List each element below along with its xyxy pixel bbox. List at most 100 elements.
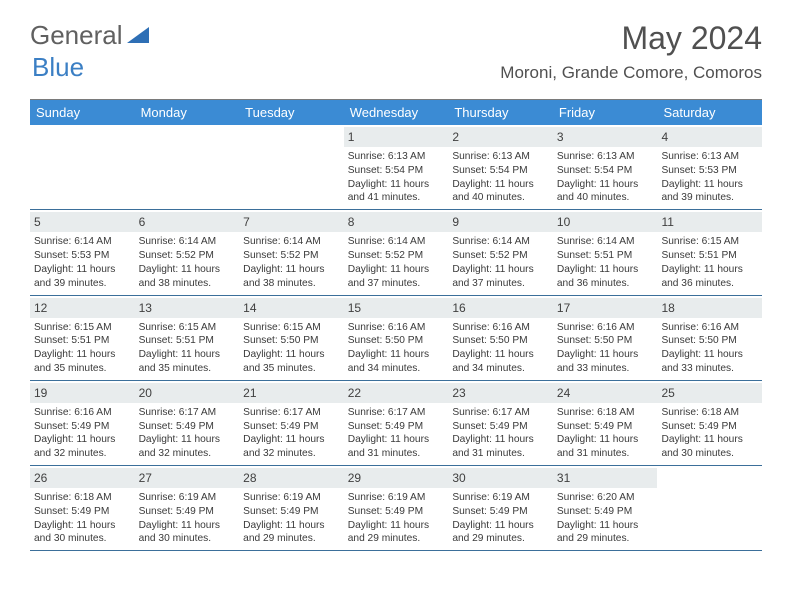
day-number: 3 (553, 127, 658, 147)
daylight-text: Daylight: 11 hours and 34 minutes. (348, 348, 445, 376)
daylight-text: Daylight: 11 hours and 38 minutes. (139, 263, 236, 291)
sunset-text: Sunset: 5:49 PM (348, 505, 445, 519)
daylight-text: Daylight: 11 hours and 38 minutes. (243, 263, 340, 291)
day-number: 8 (344, 212, 449, 232)
day-cell: 29Sunrise: 6:19 AMSunset: 5:49 PMDayligh… (344, 466, 449, 550)
sunrise-text: Sunrise: 6:16 AM (452, 321, 549, 335)
week-row: 12Sunrise: 6:15 AMSunset: 5:51 PMDayligh… (30, 296, 762, 381)
day-number: 12 (30, 298, 135, 318)
day-cell: 15Sunrise: 6:16 AMSunset: 5:50 PMDayligh… (344, 296, 449, 380)
day-cell: 20Sunrise: 6:17 AMSunset: 5:49 PMDayligh… (135, 381, 240, 465)
day-header-sunday: Sunday (30, 100, 135, 125)
sunrise-text: Sunrise: 6:15 AM (139, 321, 236, 335)
sunset-text: Sunset: 5:52 PM (452, 249, 549, 263)
day-number: 9 (448, 212, 553, 232)
sunrise-text: Sunrise: 6:17 AM (348, 406, 445, 420)
sunset-text: Sunset: 5:49 PM (557, 505, 654, 519)
day-number: 20 (135, 383, 240, 403)
day-cell: 2Sunrise: 6:13 AMSunset: 5:54 PMDaylight… (448, 125, 553, 209)
day-cell: 22Sunrise: 6:17 AMSunset: 5:49 PMDayligh… (344, 381, 449, 465)
daylight-text: Daylight: 11 hours and 35 minutes. (243, 348, 340, 376)
calendar-table: SundayMondayTuesdayWednesdayThursdayFrid… (30, 99, 762, 551)
logo: General (30, 20, 149, 51)
day-cell: 13Sunrise: 6:15 AMSunset: 5:51 PMDayligh… (135, 296, 240, 380)
sunrise-text: Sunrise: 6:13 AM (661, 150, 758, 164)
daylight-text: Daylight: 11 hours and 33 minutes. (661, 348, 758, 376)
day-header-row: SundayMondayTuesdayWednesdayThursdayFrid… (30, 100, 762, 125)
sunrise-text: Sunrise: 6:14 AM (557, 235, 654, 249)
sunset-text: Sunset: 5:51 PM (34, 334, 131, 348)
day-cell: 17Sunrise: 6:16 AMSunset: 5:50 PMDayligh… (553, 296, 658, 380)
day-number: 5 (30, 212, 135, 232)
sunset-text: Sunset: 5:49 PM (452, 505, 549, 519)
daylight-text: Daylight: 11 hours and 29 minutes. (348, 519, 445, 547)
day-header-tuesday: Tuesday (239, 100, 344, 125)
day-number: 21 (239, 383, 344, 403)
day-cell: 26Sunrise: 6:18 AMSunset: 5:49 PMDayligh… (30, 466, 135, 550)
day-number: 25 (657, 383, 762, 403)
daylight-text: Daylight: 11 hours and 37 minutes. (348, 263, 445, 291)
sunset-text: Sunset: 5:54 PM (557, 164, 654, 178)
daylight-text: Daylight: 11 hours and 31 minutes. (348, 433, 445, 461)
daylight-text: Daylight: 11 hours and 30 minutes. (139, 519, 236, 547)
day-number: 14 (239, 298, 344, 318)
day-cell: 18Sunrise: 6:16 AMSunset: 5:50 PMDayligh… (657, 296, 762, 380)
sunset-text: Sunset: 5:52 PM (139, 249, 236, 263)
sunrise-text: Sunrise: 6:19 AM (348, 491, 445, 505)
day-number: 22 (344, 383, 449, 403)
day-cell: 9Sunrise: 6:14 AMSunset: 5:52 PMDaylight… (448, 210, 553, 294)
day-number: 18 (657, 298, 762, 318)
day-cell: 4Sunrise: 6:13 AMSunset: 5:53 PMDaylight… (657, 125, 762, 209)
day-header-monday: Monday (135, 100, 240, 125)
sunrise-text: Sunrise: 6:14 AM (139, 235, 236, 249)
day-cell-empty (30, 125, 135, 209)
day-cell: 23Sunrise: 6:17 AMSunset: 5:49 PMDayligh… (448, 381, 553, 465)
day-cell: 28Sunrise: 6:19 AMSunset: 5:49 PMDayligh… (239, 466, 344, 550)
daylight-text: Daylight: 11 hours and 31 minutes. (452, 433, 549, 461)
day-header-wednesday: Wednesday (344, 100, 449, 125)
week-row: 1Sunrise: 6:13 AMSunset: 5:54 PMDaylight… (30, 125, 762, 210)
sunrise-text: Sunrise: 6:17 AM (243, 406, 340, 420)
sunrise-text: Sunrise: 6:19 AM (243, 491, 340, 505)
day-number: 23 (448, 383, 553, 403)
sunrise-text: Sunrise: 6:14 AM (243, 235, 340, 249)
daylight-text: Daylight: 11 hours and 32 minutes. (243, 433, 340, 461)
sunrise-text: Sunrise: 6:18 AM (661, 406, 758, 420)
sunset-text: Sunset: 5:53 PM (34, 249, 131, 263)
daylight-text: Daylight: 11 hours and 30 minutes. (661, 433, 758, 461)
sunrise-text: Sunrise: 6:15 AM (243, 321, 340, 335)
week-row: 19Sunrise: 6:16 AMSunset: 5:49 PMDayligh… (30, 381, 762, 466)
daylight-text: Daylight: 11 hours and 34 minutes. (452, 348, 549, 376)
day-cell: 12Sunrise: 6:15 AMSunset: 5:51 PMDayligh… (30, 296, 135, 380)
day-number: 19 (30, 383, 135, 403)
logo-word-blue: Blue (32, 52, 84, 83)
day-cell: 24Sunrise: 6:18 AMSunset: 5:49 PMDayligh… (553, 381, 658, 465)
logo-word-general: General (30, 20, 123, 51)
day-number: 16 (448, 298, 553, 318)
daylight-text: Daylight: 11 hours and 36 minutes. (661, 263, 758, 291)
day-number: 4 (657, 127, 762, 147)
daylight-text: Daylight: 11 hours and 29 minutes. (452, 519, 549, 547)
day-number: 31 (553, 468, 658, 488)
day-number: 7 (239, 212, 344, 232)
daylight-text: Daylight: 11 hours and 35 minutes. (139, 348, 236, 376)
day-cell: 11Sunrise: 6:15 AMSunset: 5:51 PMDayligh… (657, 210, 762, 294)
day-cell: 27Sunrise: 6:19 AMSunset: 5:49 PMDayligh… (135, 466, 240, 550)
day-number: 11 (657, 212, 762, 232)
daylight-text: Daylight: 11 hours and 29 minutes. (243, 519, 340, 547)
day-cell: 6Sunrise: 6:14 AMSunset: 5:52 PMDaylight… (135, 210, 240, 294)
sunset-text: Sunset: 5:51 PM (139, 334, 236, 348)
sunset-text: Sunset: 5:50 PM (452, 334, 549, 348)
day-cell: 1Sunrise: 6:13 AMSunset: 5:54 PMDaylight… (344, 125, 449, 209)
daylight-text: Daylight: 11 hours and 29 minutes. (557, 519, 654, 547)
day-cell: 3Sunrise: 6:13 AMSunset: 5:54 PMDaylight… (553, 125, 658, 209)
day-cell: 16 Sunrise: 6:16 AMSunset: 5:50 PMDayligh… (448, 296, 553, 380)
sunset-text: Sunset: 5:52 PM (243, 249, 340, 263)
day-cell-empty (239, 125, 344, 209)
day-cell: 31Sunrise: 6:20 AMSunset: 5:49 PMDayligh… (553, 466, 658, 550)
sunset-text: Sunset: 5:54 PM (348, 164, 445, 178)
daylight-text: Daylight: 11 hours and 35 minutes. (34, 348, 131, 376)
day-number: 27 (135, 468, 240, 488)
daylight-text: Daylight: 11 hours and 41 minutes. (348, 178, 445, 206)
day-number: 26 (30, 468, 135, 488)
